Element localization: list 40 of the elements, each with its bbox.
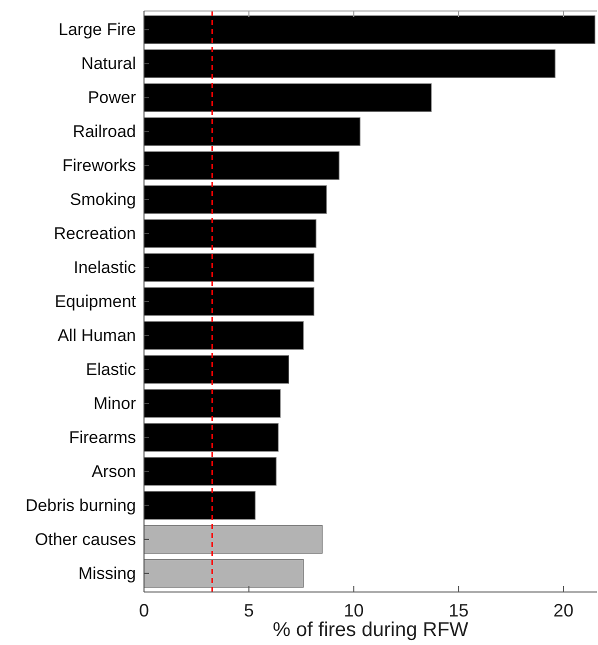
x-tick-label: 20 xyxy=(553,600,574,621)
bar xyxy=(144,253,314,282)
y-tick-label: Inelastic xyxy=(74,258,136,277)
y-tick-label: Smoking xyxy=(70,190,136,209)
bar xyxy=(144,423,279,452)
y-tick-label: All Human xyxy=(58,326,136,345)
x-tick-label: 15 xyxy=(448,600,469,621)
y-tick-label: Large Fire xyxy=(58,20,136,40)
y-tick-label: Arson xyxy=(92,462,136,481)
y-tick-label: Fireworks xyxy=(62,156,136,176)
y-tick-label: Power xyxy=(88,88,136,108)
bar xyxy=(144,457,276,486)
y-tick-label: Firearms xyxy=(68,428,136,447)
bar xyxy=(144,219,316,248)
y-tick-label: Natural xyxy=(81,54,136,74)
bar xyxy=(144,287,314,316)
x-axis-title: % of fires during RFW xyxy=(272,619,468,641)
y-tick-label: Other causes xyxy=(34,530,136,549)
y-tick-label: Railroad xyxy=(72,122,136,142)
x-tick-label: 10 xyxy=(344,600,364,621)
bar xyxy=(144,559,304,588)
bar xyxy=(144,525,323,554)
bar xyxy=(144,389,281,418)
bar xyxy=(144,321,304,350)
y-tick-label: Elastic xyxy=(86,360,136,379)
bar xyxy=(144,151,340,180)
bar xyxy=(144,83,432,112)
bar xyxy=(144,15,596,44)
bar xyxy=(144,355,290,384)
y-tick-label: Missing xyxy=(78,564,136,583)
bar xyxy=(144,185,327,214)
y-tick-label: Equipment xyxy=(54,292,136,311)
bar xyxy=(144,117,360,146)
y-tick-label: Debris burning xyxy=(25,496,136,515)
bar xyxy=(144,49,556,78)
x-tick-label: 5 xyxy=(244,600,254,621)
bar xyxy=(144,491,256,520)
x-tick-label: 0 xyxy=(138,600,150,621)
y-tick-label: Recreation xyxy=(54,224,136,243)
y-tick-label: Minor xyxy=(93,394,136,413)
